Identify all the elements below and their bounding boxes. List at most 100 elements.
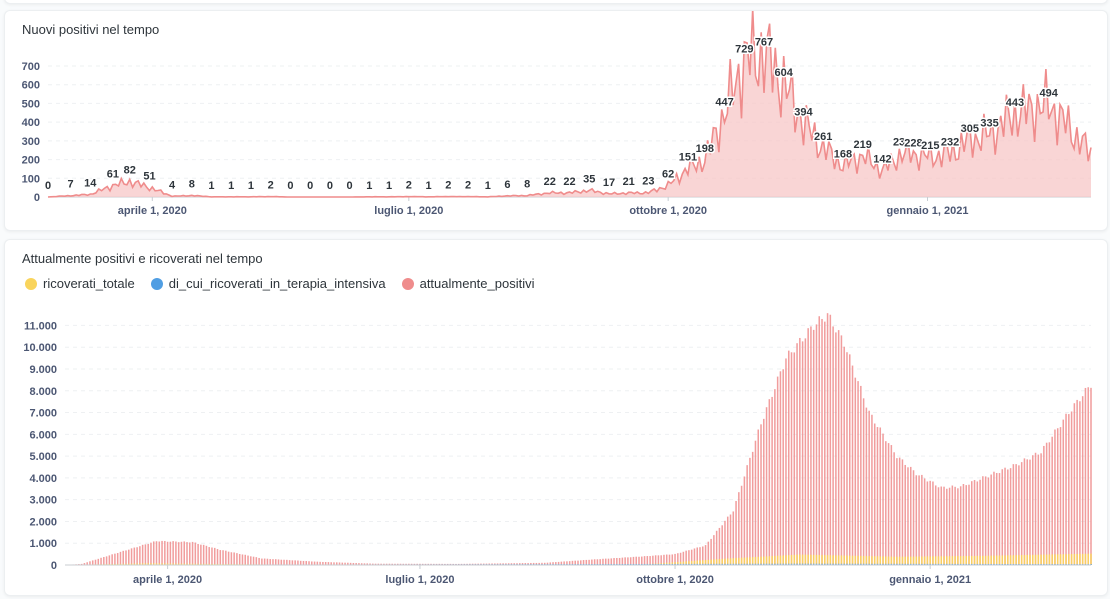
current-positives-bar-chart[interactable]: 0 1.000 2.000 3.000 4.000 5.000 6.000 7.000 8.00…: [5, 240, 1107, 595]
bar-ricoverati-totale: [987, 555, 990, 565]
bar-ricoverati-totale: [136, 563, 138, 565]
bar-attualmente-positivi: [699, 547, 701, 565]
bar-terapia-intensiva: [743, 563, 746, 565]
bar-attualmente-positivi: [624, 557, 626, 565]
bar-ricoverati-totale: [713, 559, 715, 565]
bar-ricoverati-totale: [890, 556, 893, 565]
bar-attualmente-positivi: [729, 514, 732, 565]
bar-attualmente-positivi: [86, 562, 88, 565]
legend-item-terapia-intensiva[interactable]: di_cui_ricoverati_in_terapia_intensiva: [150, 276, 386, 291]
bar-terapia-intensiva: [785, 563, 787, 565]
bar-ricoverati-totale: [984, 555, 987, 565]
bar-attualmente-positivi: [358, 563, 360, 565]
data-label: 23: [642, 176, 654, 188]
series-area: [48, 11, 1091, 197]
data-label: 604: [775, 67, 794, 79]
bar-attualmente-positivi: [222, 550, 224, 565]
bar-ricoverati-totale: [832, 555, 834, 565]
bar-attualmente-positivi: [252, 556, 255, 565]
bar-attualmente-positivi: [516, 563, 518, 565]
bar-attualmente-positivi: [851, 365, 854, 565]
bar-attualmente-positivi: [926, 481, 929, 565]
bar-attualmente-positivi: [91, 560, 94, 565]
bar-ricoverati-totale: [1090, 553, 1092, 565]
bar-terapia-intensiva: [787, 563, 790, 565]
chart-title[interactable]: Attualmente positivi e ricoverati nel te…: [22, 251, 263, 266]
bar-attualmente-positivi: [763, 418, 765, 565]
bar-attualmente-positivi: [408, 563, 410, 565]
bar-ricoverati-totale: [887, 556, 890, 565]
bar-ricoverati-totale: [934, 556, 937, 565]
bar-terapia-intensiva: [682, 563, 685, 565]
legend-dot-icon: [25, 277, 37, 290]
bar-attualmente-positivi: [743, 476, 746, 565]
bar-ricoverati-totale: [1018, 555, 1020, 565]
chart-title[interactable]: Nuovi positivi nel tempo: [22, 22, 160, 37]
bar-terapia-intensiva: [663, 563, 665, 565]
bar-attualmente-positivi: [347, 562, 349, 565]
bar-attualmente-positivi: [291, 560, 294, 565]
legend-item-ricoverati-totale[interactable]: ricoverati_totale: [25, 276, 135, 291]
bar-terapia-intensiva: [948, 563, 951, 565]
x-tick-label: luglio 1, 2020: [385, 574, 454, 586]
y-tick-label: 2.000: [29, 516, 57, 528]
bar-ricoverati-totale: [782, 555, 784, 565]
bar-terapia-intensiva: [754, 563, 757, 565]
bar-ricoverati-totale: [995, 555, 998, 565]
bar-attualmente-positivi: [790, 352, 793, 565]
bar-attualmente-positivi: [519, 563, 521, 565]
bar-attualmente-positivi: [105, 556, 108, 565]
bar-ricoverati-totale: [735, 558, 737, 565]
bar-attualmente-positivi: [230, 552, 233, 565]
bar-attualmente-positivi: [804, 338, 807, 565]
bar-attualmente-positivi: [846, 352, 848, 565]
previous-card-edge: [4, 0, 1108, 4]
bar-terapia-intensiva: [993, 563, 995, 565]
data-label: 1: [208, 180, 214, 192]
bar-terapia-intensiva: [735, 563, 737, 565]
bar-attualmente-positivi: [657, 555, 660, 565]
bar-ricoverati-totale: [990, 555, 992, 565]
bar-ricoverati-totale: [164, 563, 166, 565]
bar-attualmente-positivi: [1009, 468, 1012, 565]
bar-terapia-intensiva: [946, 563, 948, 565]
bar-attualmente-positivi: [238, 554, 241, 565]
bar-terapia-intensiva: [768, 563, 771, 565]
bar-attualmente-positivi: [241, 554, 244, 565]
bar-ricoverati-totale: [172, 563, 174, 565]
data-label: 729: [735, 44, 753, 56]
bar-attualmente-positivi: [685, 550, 687, 565]
bar-attualmente-positivi: [887, 443, 890, 565]
data-label: 1: [248, 180, 254, 192]
y-tick-label: 200: [22, 155, 40, 167]
bar-attualmente-positivi: [338, 562, 341, 565]
data-label: 0: [45, 180, 51, 192]
bar-attualmente-positivi: [521, 563, 524, 565]
bar-attualmente-positivi: [726, 516, 729, 565]
bar-attualmente-positivi: [862, 398, 865, 565]
x-tick-label: gennaio 1, 2021: [887, 205, 969, 217]
bar-attualmente-positivi: [751, 451, 754, 565]
bar-terapia-intensiva: [696, 563, 698, 565]
bar-attualmente-positivi: [266, 558, 269, 565]
bar-attualmente-positivi: [141, 544, 144, 565]
bar-ricoverati-totale: [1087, 553, 1089, 565]
bar-ricoverati-totale: [1081, 553, 1084, 565]
bar-terapia-intensiva: [982, 563, 984, 565]
legend-item-attualmente-positivi[interactable]: attualmente_positivi: [401, 276, 535, 291]
bar-ricoverati-totale: [665, 562, 668, 565]
bar-ricoverati-totale: [197, 563, 199, 565]
bar-attualmente-positivi: [824, 321, 826, 565]
bar-terapia-intensiva: [848, 563, 851, 565]
bar-ricoverati-totale: [904, 556, 906, 565]
bar-ricoverati-totale: [161, 563, 163, 565]
bar-attualmente-positivi: [923, 478, 926, 565]
y-tick-label: 5.000: [29, 451, 57, 463]
y-tick-label: 8.000: [29, 386, 57, 398]
bar-ricoverati-totale: [674, 562, 676, 565]
bar-terapia-intensiva: [649, 563, 651, 565]
data-label: 2: [268, 180, 274, 192]
bar-ricoverati-totale: [932, 556, 934, 565]
bar-attualmente-positivi: [80, 563, 83, 565]
